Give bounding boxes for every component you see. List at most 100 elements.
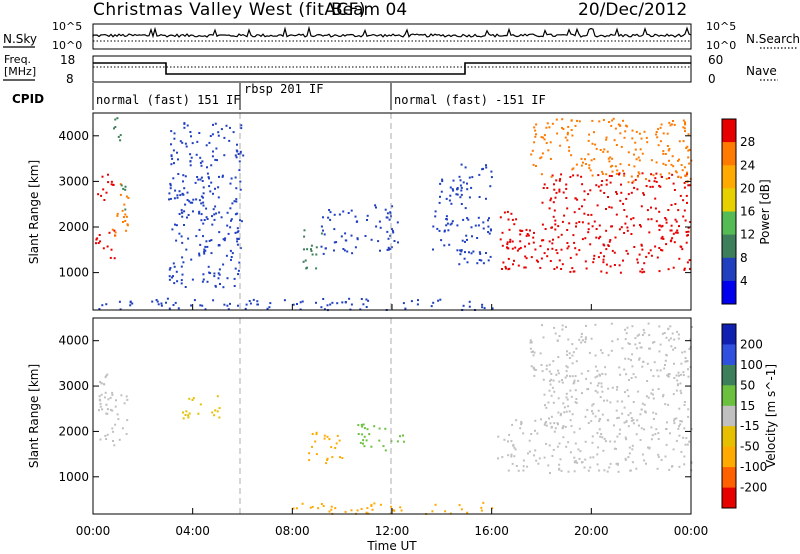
scatter-cell [333,213,336,216]
scatter-cell [680,362,683,365]
scatter-cell [106,245,109,248]
scatter-cell [575,401,578,404]
scatter-cell [598,120,601,123]
scatter-cell [303,248,305,251]
scatter-cell [548,363,551,366]
scatter-cell [451,188,454,191]
scatter-cell [631,444,634,447]
scatter-cell [636,334,639,337]
scatter-cell [240,127,243,130]
scatter-cell [449,194,452,197]
scatter-cell [511,240,514,243]
scatter-cell [463,257,466,260]
scatter-cell [588,164,591,167]
scatter-cell [114,126,117,128]
noise-right-label: N.Search [746,32,800,46]
scatter-cell [592,456,595,459]
scatter-cell [640,243,643,246]
scatter-cell [171,276,173,279]
scatter-cell [619,373,622,376]
scatter-cell [507,247,510,250]
scatter-cell [507,268,510,271]
scatter-cell [181,141,184,144]
colorbar-tick-label: 8 [740,251,748,265]
power-ylabel: Slant Range [km] [27,160,41,264]
scatter-cell [554,196,557,199]
scatter-cell [488,217,490,220]
scatter-cell [574,461,576,464]
scatter-cell [510,455,513,458]
scatter-cell [657,455,660,458]
scatter-cell [613,264,616,266]
scatter-cell [662,162,665,165]
scatter-cell [184,414,187,416]
y-tick-label: 2000 [58,424,89,438]
scatter-cell [559,144,562,147]
scatter-cell [362,303,365,306]
scatter-cell [200,195,203,198]
scatter-cell [118,438,121,441]
scatter-cell [596,391,599,394]
scatter-cell [616,400,619,403]
scatter-cell [595,236,598,239]
scatter-cell [656,136,659,139]
scatter-cell [667,209,670,211]
scatter-cell [104,434,107,437]
scatter-cell [660,248,662,251]
scatter-cell [673,377,676,379]
scatter-cell [320,306,323,309]
scatter-cell [168,278,171,281]
scatter-cell [650,173,653,176]
scatter-cell [574,247,577,250]
scatter-cell [362,442,364,445]
scatter-cell [641,365,644,368]
scatter-cell [623,368,626,371]
scatter-cell [525,234,528,237]
scatter-cell [561,126,563,129]
beam-label: Beam 04 [331,0,407,20]
scatter-cell [107,398,110,401]
scatter-cell [558,468,561,471]
scatter-cell [683,401,686,403]
scatter-cell [674,231,677,234]
scatter-cell [645,185,648,187]
scatter-cell [299,301,302,304]
scatter-cell [591,435,594,438]
scatter-cell [587,469,590,472]
scatter-cell [181,215,184,218]
scatter-cell [571,362,574,365]
scatter-cell [665,336,668,339]
scatter-cell [609,165,612,168]
scatter-cell [603,255,605,258]
scatter-cell [680,420,683,423]
scatter-cell [110,183,113,186]
scatter-cell [589,382,592,385]
scatter-cell [169,267,172,269]
scatter-cell [183,126,186,129]
scatter-cell [458,263,461,266]
colorbar-swatch [722,364,736,386]
scatter-cell [234,154,237,157]
scatter-cell [627,456,630,459]
scatter-cell [665,428,668,431]
scatter-cell [581,183,584,186]
scatter-cell [610,175,613,177]
scatter-cell [397,241,399,244]
scatter-cell [565,370,568,373]
scatter-cell [568,149,571,152]
scatter-cell [99,380,102,383]
scatter-cell [189,131,192,133]
scatter-cell [545,364,548,367]
scatter-cell [639,225,642,228]
scatter-cell [156,300,159,303]
scatter-cell [252,298,255,301]
scatter-cell [529,347,532,350]
scatter-cell [478,196,481,198]
scatter-cell [575,222,578,225]
scatter-cell [226,224,229,227]
scatter-cell [601,351,604,354]
scatter-cell [650,426,653,429]
scatter-cell [572,167,575,170]
scatter-cell [295,507,298,510]
